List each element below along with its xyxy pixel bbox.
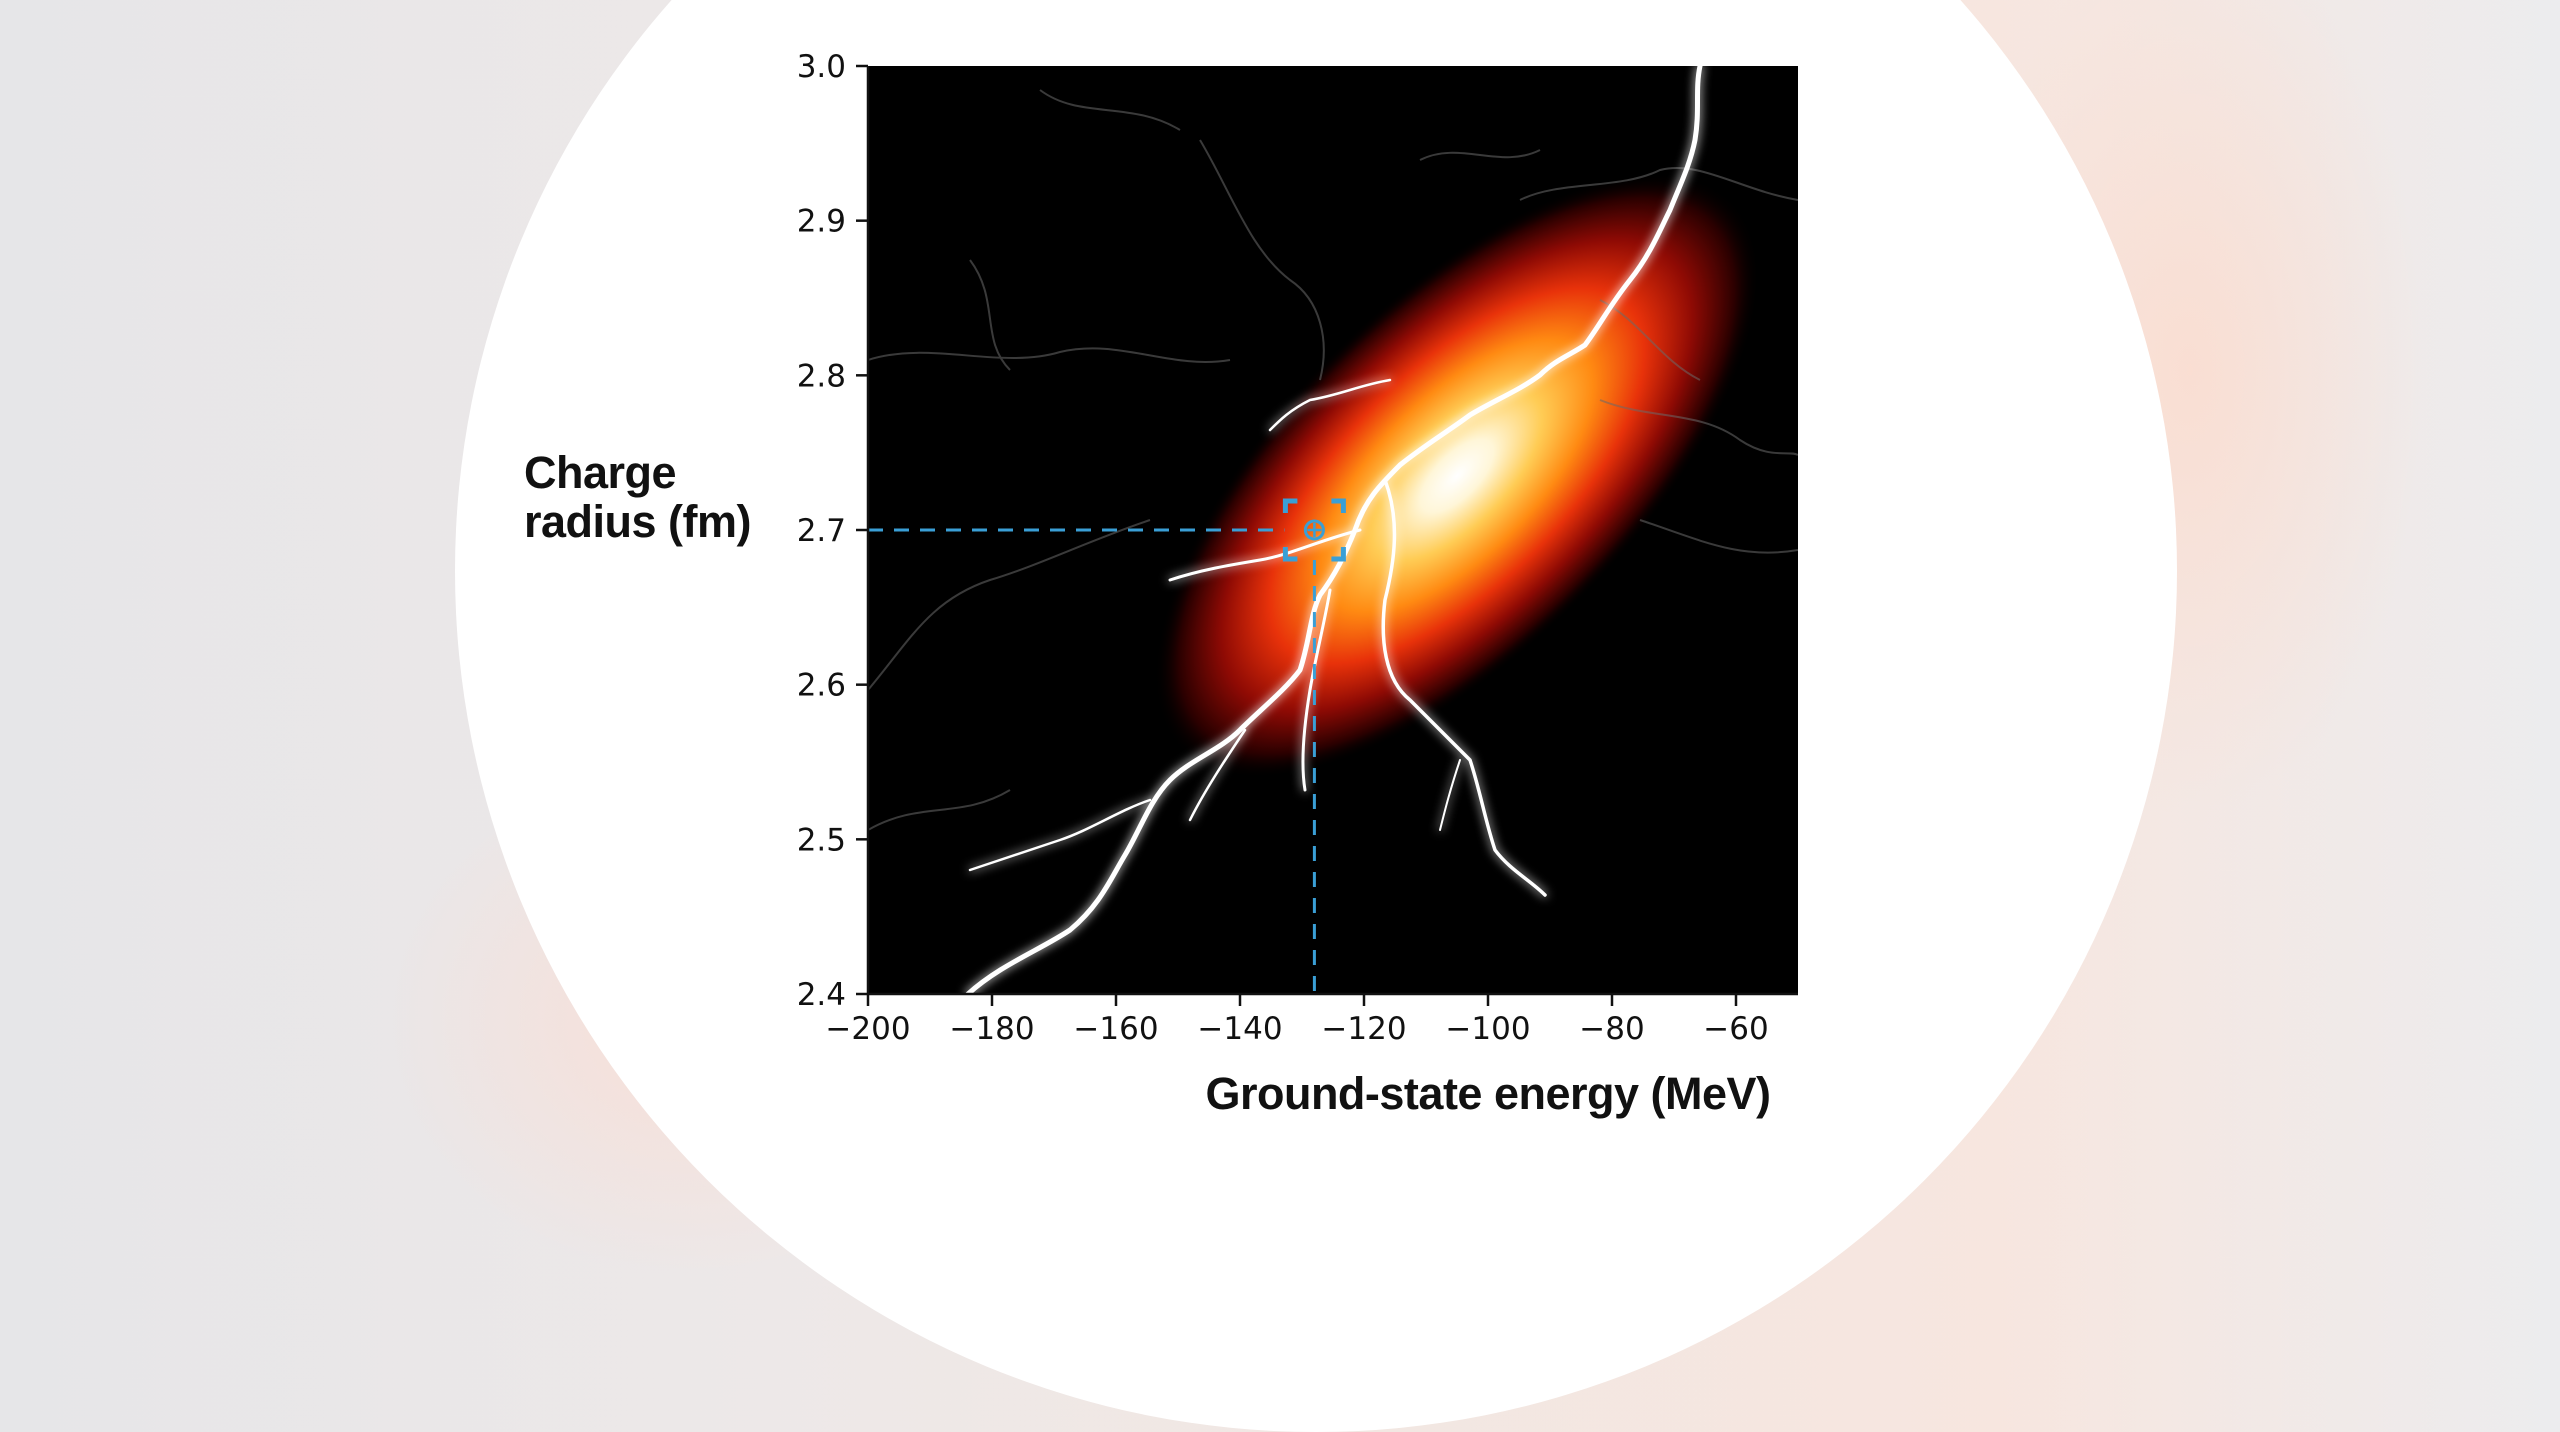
x-tick-label: −140 <box>1197 1011 1282 1047</box>
bolt-branch <box>1268 378 1392 432</box>
density-blob <box>1154 173 1760 779</box>
faint-branch-lines <box>868 89 1798 831</box>
faint-branch <box>868 519 1151 691</box>
y-axis-label-line: radius (fm) <box>524 496 752 547</box>
bolt-branch <box>1381 478 1547 897</box>
x-tick-label: −180 <box>949 1011 1034 1047</box>
density-layer <box>868 66 1798 994</box>
bolt-main <box>965 66 1703 994</box>
y-tick-label: 2.9 <box>797 204 846 240</box>
faint-branch <box>969 259 1011 371</box>
x-tick-label: −80 <box>1579 1011 1644 1047</box>
y-tick-label: 2.5 <box>797 822 846 858</box>
crosshair-marker[interactable] <box>1282 498 1346 562</box>
bolt-branch <box>968 798 1152 872</box>
x-tick-label: −100 <box>1445 1011 1530 1047</box>
y-tick-label: 2.7 <box>797 513 846 549</box>
marker-corner <box>1282 547 1298 562</box>
y-ticks: 2.4 2.5 2.6 2.7 2.8 2.9 3.0 <box>797 49 868 1013</box>
marker-center-ring <box>1303 519 1325 541</box>
y-tick-label: 3.0 <box>797 49 846 85</box>
faint-branch <box>1599 399 1798 456</box>
lightning-bolt <box>965 66 1703 994</box>
faint-branch <box>868 347 1231 363</box>
bolt-branch <box>1188 728 1247 822</box>
bolt-branch <box>1301 588 1332 792</box>
y-tick-label: 2.8 <box>797 358 846 394</box>
faint-branch <box>868 789 1011 831</box>
y-axis-label-line: Charge <box>524 447 677 498</box>
marker-corner <box>1331 547 1346 562</box>
bolt-branch <box>1168 528 1362 582</box>
axes: −200 −180 −160 −140 −120 −100 −80 −60 2.4 2.5 2.6… <box>797 49 1798 1047</box>
y-tick-label: 2.6 <box>797 668 846 704</box>
x-tick-label: −200 <box>825 1011 910 1047</box>
marker-corner <box>1282 498 1298 513</box>
y-tick-label: 2.4 <box>797 977 846 1013</box>
bolt-branch <box>1439 759 1461 831</box>
y-axis-label: Charge radius (fm) <box>524 448 764 546</box>
faint-branch <box>1519 167 1798 201</box>
x-tick-label: −60 <box>1703 1011 1768 1047</box>
x-ticks: −200 −180 −160 −140 −120 −100 −80 −60 <box>825 994 1769 1047</box>
faint-branch <box>1039 89 1181 131</box>
marker-corner <box>1331 498 1346 513</box>
faint-branch <box>1419 149 1541 161</box>
x-tick-label: −120 <box>1321 1011 1406 1047</box>
chart: −200 −180 −160 −140 −120 −100 −80 −60 2.4 2.5 2.6… <box>797 49 1798 1047</box>
x-tick-label: −160 <box>1073 1011 1158 1047</box>
faint-branch <box>1199 139 1325 381</box>
marker-guides <box>868 528 1316 994</box>
faint-branch <box>1639 519 1798 554</box>
x-axis-label: Ground-state energy (MeV) <box>1205 1068 1771 1119</box>
